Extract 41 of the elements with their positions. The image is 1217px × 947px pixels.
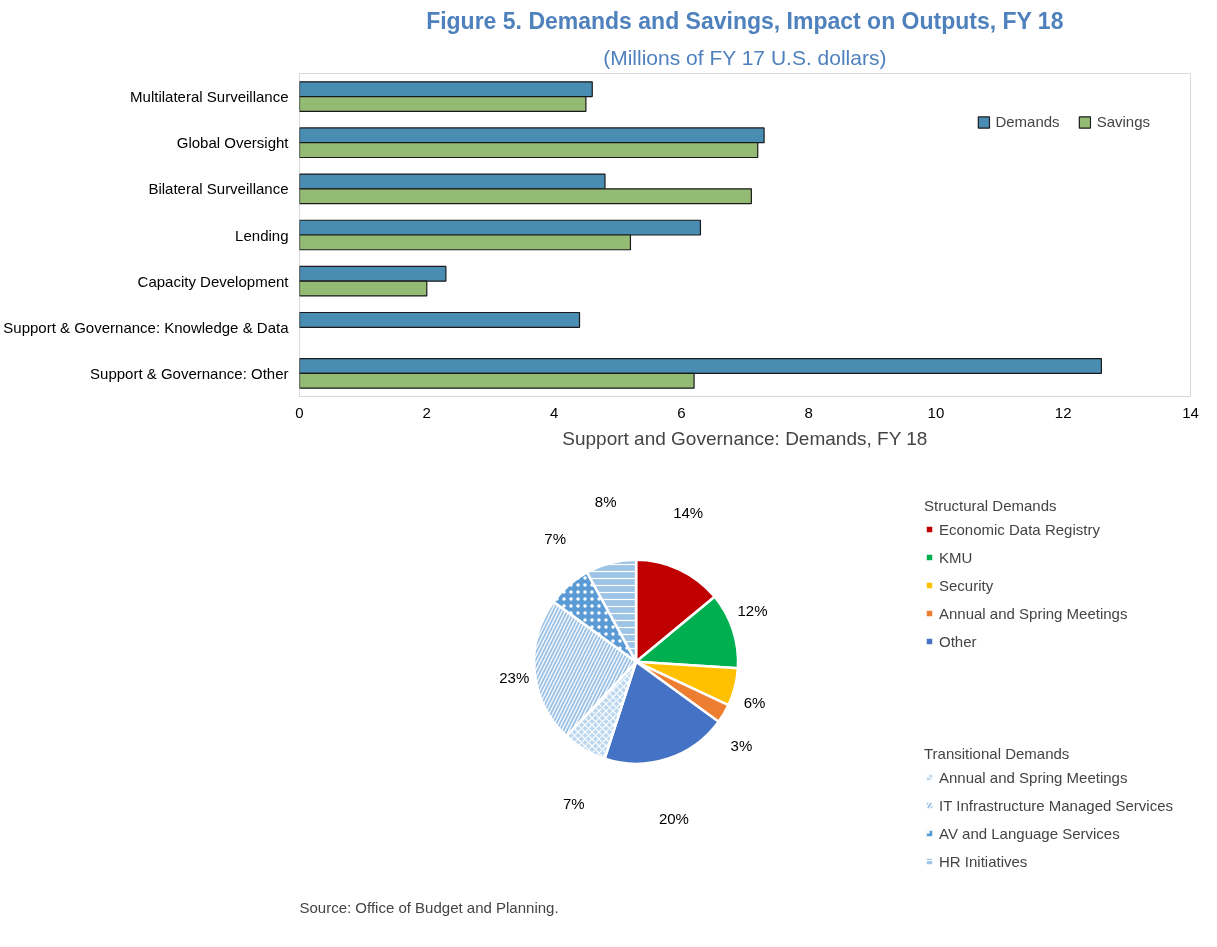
x-tick-label: 6: [677, 403, 686, 421]
y-tick-label: Global Oversight: [176, 134, 290, 152]
data-label: 20%: [658, 810, 689, 828]
y-tick-label: Multilateral Surveillance: [130, 88, 289, 106]
chart-title: Figure 5. Demands and Savings, Impact on Outputs, FY 18: [426, 7, 1064, 34]
legend-label: AV and Language Services: [939, 823, 1120, 843]
y-tick-label: Support & Governance: Other: [90, 364, 289, 382]
y-tick-label: Capacity Development: [137, 272, 290, 290]
legend-label: Security: [939, 575, 994, 595]
source-note: Source: Office of Budget and Planning.: [299, 898, 559, 916]
y-tick-label: Bilateral Surveillance: [148, 180, 289, 198]
x-tick-label: 4: [549, 403, 559, 421]
legend-label: Demands: [995, 113, 1060, 130]
x-tick-label: 10: [927, 403, 945, 421]
data-label: 6%: [743, 694, 766, 712]
chart-subtitle: (Millions of FY 17 U.S. dollars): [603, 45, 887, 69]
data-label: 8%: [594, 493, 617, 511]
data-label: 7%: [562, 795, 585, 813]
x-tick-label: 2: [422, 403, 431, 421]
legend-label: KMU: [939, 547, 973, 567]
chart-title: Support and Governance: Demands, FY 18: [562, 427, 928, 449]
text: Structural Demands: [924, 497, 1058, 514]
text: Transitional Demands: [924, 745, 1071, 762]
legend-label: Economic Data Registry: [939, 519, 1100, 539]
data-label: 23%: [499, 668, 530, 686]
legend-label: Annual and Spring Meetings: [939, 767, 1128, 787]
legend-label: Savings: [1096, 113, 1150, 130]
x-tick-label: 12: [1054, 403, 1072, 421]
x-tick-label: 0: [295, 403, 304, 421]
x-tick-label: 8: [804, 403, 813, 421]
y-tick-label: Lending: [235, 226, 289, 244]
y-tick-label: Support & Governance: Knowledge & Data: [3, 318, 290, 336]
data-label: 7%: [544, 529, 567, 547]
legend-label: Annual and Spring Meetings: [939, 603, 1128, 623]
legend-label: HR Initiatives: [939, 851, 1028, 871]
data-label: 3%: [730, 737, 753, 755]
data-label: 12%: [737, 602, 768, 620]
legend-label: IT Infrastructure Managed Services: [939, 795, 1173, 815]
legend-label: Other: [939, 631, 977, 651]
data-label: 14%: [673, 503, 704, 521]
x-tick-label: 14: [1182, 403, 1199, 421]
